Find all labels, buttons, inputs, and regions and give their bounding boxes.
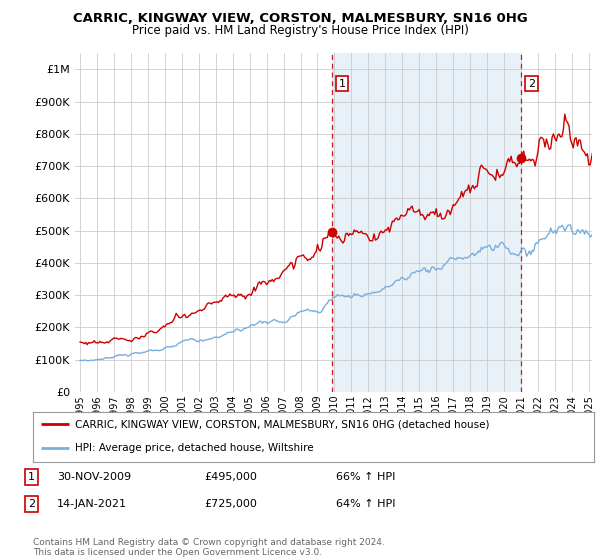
Text: Contains HM Land Registry data © Crown copyright and database right 2024.
This d: Contains HM Land Registry data © Crown c… [33,538,385,557]
Text: £495,000: £495,000 [204,472,257,482]
Text: 64% ↑ HPI: 64% ↑ HPI [336,499,395,509]
Text: HPI: Average price, detached house, Wiltshire: HPI: Average price, detached house, Wilt… [75,443,314,453]
Text: 1: 1 [338,79,346,88]
Text: CARRIC, KINGWAY VIEW, CORSTON, MALMESBURY, SN16 0HG (detached house): CARRIC, KINGWAY VIEW, CORSTON, MALMESBUR… [75,419,490,429]
Text: CARRIC, KINGWAY VIEW, CORSTON, MALMESBURY, SN16 0HG: CARRIC, KINGWAY VIEW, CORSTON, MALMESBUR… [73,12,527,25]
Text: 30-NOV-2009: 30-NOV-2009 [57,472,131,482]
Text: 2: 2 [28,499,35,509]
Text: 2: 2 [528,79,535,88]
Bar [332,53,521,392]
Text: Price paid vs. HM Land Registry's House Price Index (HPI): Price paid vs. HM Land Registry's House … [131,24,469,36]
Text: 14-JAN-2021: 14-JAN-2021 [57,499,127,509]
Text: 1: 1 [28,472,35,482]
Text: £725,000: £725,000 [204,499,257,509]
Text: 66% ↑ HPI: 66% ↑ HPI [336,472,395,482]
